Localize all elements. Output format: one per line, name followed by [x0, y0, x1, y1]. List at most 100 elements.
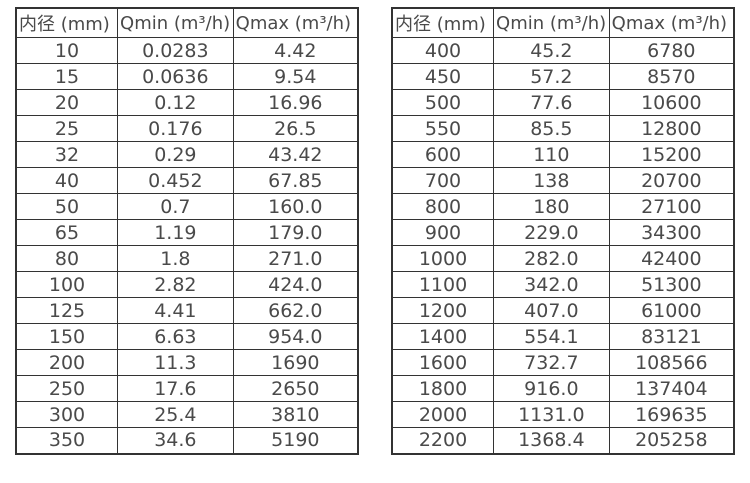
qmin-cell: 0.176 [117, 115, 234, 142]
table-row: 65 1.19 179.0 [15, 219, 359, 246]
qmin-cell: 77.6 [493, 89, 610, 116]
diameter-cell: 250 [15, 375, 119, 402]
diameter-cell: 15 [15, 63, 119, 90]
qmin-cell: 2.82 [117, 271, 234, 298]
table-row: 25 0.176 26.5 [15, 115, 359, 142]
qmin-cell: 0.12 [117, 89, 234, 116]
qmax-cell: 61000 [608, 297, 735, 324]
qmin-cell: 554.1 [493, 323, 610, 350]
qmin-cell: 180 [493, 193, 610, 220]
qmin-cell: 34.6 [117, 427, 234, 454]
table-row: 80 1.8 271.0 [15, 245, 359, 272]
table-row: 400 45.2 6780 [391, 37, 735, 64]
diameter-cell: 300 [15, 401, 119, 428]
diameter-cell: 100 [15, 271, 119, 298]
qmin-header: Qmin (m³/h) [493, 7, 610, 38]
qmin-cell: 0.0283 [117, 37, 234, 64]
qmin-cell: 282.0 [493, 245, 610, 272]
diameter-cell: 1600 [391, 349, 495, 376]
qmin-cell: 1.8 [117, 245, 234, 272]
qmin-cell: 25.4 [117, 401, 234, 428]
qmax-cell: 424.0 [232, 271, 359, 298]
table-row: 1000 282.0 42400 [391, 245, 735, 272]
diameter-cell: 80 [15, 245, 119, 272]
qmax-header: Qmax (m³/h) [232, 7, 359, 38]
diameter-cell: 600 [391, 141, 495, 168]
diameter-cell: 550 [391, 115, 495, 142]
qmin-cell: 138 [493, 167, 610, 194]
qmax-cell: 179.0 [232, 219, 359, 246]
diameter-cell: 700 [391, 167, 495, 194]
qmax-cell: 26.5 [232, 115, 359, 142]
qmin-cell: 0.29 [117, 141, 234, 168]
table-row: 500 77.6 10600 [391, 89, 735, 116]
table-row: 250 17.6 2650 [15, 375, 359, 402]
qmin-cell: 0.7 [117, 193, 234, 220]
qmax-header: Qmax (m³/h) [608, 7, 735, 38]
table-row: 100 2.82 424.0 [15, 271, 359, 298]
table-row: 1200 407.0 61000 [391, 297, 735, 324]
table-row: 900 229.0 34300 [391, 219, 735, 246]
diameter-cell: 40 [15, 167, 119, 194]
table-row: 600 110 15200 [391, 141, 735, 168]
table-row: 1100 342.0 51300 [391, 271, 735, 298]
diameter-cell: 65 [15, 219, 119, 246]
diameter-cell: 800 [391, 193, 495, 220]
diameter-cell: 1800 [391, 375, 495, 402]
qmax-cell: 6780 [608, 37, 735, 64]
qmin-cell: 110 [493, 141, 610, 168]
diameter-cell: 2200 [391, 427, 495, 454]
qmax-cell: 137404 [608, 375, 735, 402]
qmin-cell: 1.19 [117, 219, 234, 246]
qmin-cell: 11.3 [117, 349, 234, 376]
table-row: 450 57.2 8570 [391, 63, 735, 90]
table-row: 550 85.5 12800 [391, 115, 735, 142]
diameter-cell: 350 [15, 427, 119, 454]
table-row: 50 0.7 160.0 [15, 193, 359, 220]
table-row: 2200 1368.4 205258 [391, 427, 735, 454]
diameter-cell: 1000 [391, 245, 495, 272]
qmin-cell: 1131.0 [493, 401, 610, 428]
table-row: 1400 554.1 83121 [391, 323, 735, 350]
qmax-cell: 662.0 [232, 297, 359, 324]
header-row: 内径 (mm) Qmin (m³/h) Qmax (m³/h) [391, 7, 735, 38]
header-row: 内径 (mm) Qmin (m³/h) Qmax (m³/h) [15, 7, 359, 38]
table-row: 2000 1131.0 169635 [391, 401, 735, 428]
diameter-cell: 1400 [391, 323, 495, 350]
table-row: 200 11.3 1690 [15, 349, 359, 376]
qmin-header: Qmin (m³/h) [117, 7, 234, 38]
diameter-cell: 50 [15, 193, 119, 220]
qmin-cell: 342.0 [493, 271, 610, 298]
flow-tables-container: 内径 (mm) Qmin (m³/h) Qmax (m³/h) 10 0.0283 4.… [15, 7, 735, 455]
diameter-cell: 1200 [391, 297, 495, 324]
table-row: 15 0.0636 9.54 [15, 63, 359, 90]
table-row: 10 0.0283 4.42 [15, 37, 359, 64]
qmax-cell: 3810 [232, 401, 359, 428]
diameter-cell: 20 [15, 89, 119, 116]
diameter-header: 内径 (mm) [15, 7, 119, 38]
qmax-cell: 42400 [608, 245, 735, 272]
table-row: 800 180 27100 [391, 193, 735, 220]
qmax-cell: 2650 [232, 375, 359, 402]
qmax-cell: 205258 [608, 427, 735, 454]
qmax-cell: 169635 [608, 401, 735, 428]
qmax-cell: 27100 [608, 193, 735, 220]
diameter-cell: 150 [15, 323, 119, 350]
qmax-cell: 34300 [608, 219, 735, 246]
diameter-cell: 10 [15, 37, 119, 64]
diameter-cell: 400 [391, 37, 495, 64]
qmax-cell: 954.0 [232, 323, 359, 350]
table-row: 700 138 20700 [391, 167, 735, 194]
qmax-cell: 10600 [608, 89, 735, 116]
table-row: 300 25.4 3810 [15, 401, 359, 428]
qmin-cell: 407.0 [493, 297, 610, 324]
qmin-cell: 916.0 [493, 375, 610, 402]
diameter-cell: 200 [15, 349, 119, 376]
table-row: 40 0.452 67.85 [15, 167, 359, 194]
table-row: 20 0.12 16.96 [15, 89, 359, 116]
diameter-cell: 25 [15, 115, 119, 142]
qmin-cell: 229.0 [493, 219, 610, 246]
table-row: 32 0.29 43.42 [15, 141, 359, 168]
qmax-cell: 108566 [608, 349, 735, 376]
qmax-cell: 51300 [608, 271, 735, 298]
